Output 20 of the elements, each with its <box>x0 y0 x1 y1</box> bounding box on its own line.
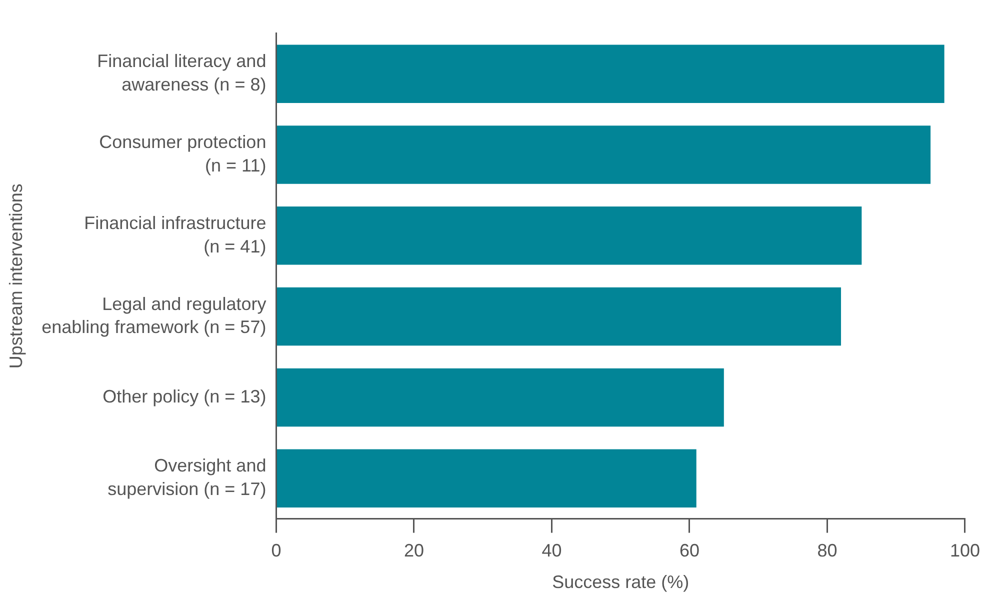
x-tick-label: 80 <box>817 540 838 561</box>
x-tick-label: 100 <box>950 540 980 561</box>
y-tick-label: Consumer protection (n = 11) <box>99 132 266 176</box>
y-tick-label: Oversight and supervision (n = 17) <box>108 456 266 500</box>
x-tick-label: 0 <box>271 540 282 561</box>
y-axis-title: Upstream interventions <box>6 184 26 369</box>
x-tick-label: 60 <box>679 540 700 561</box>
bar <box>276 449 696 508</box>
y-tick-label: Other policy (n = 13) <box>102 386 266 406</box>
bar <box>276 206 862 265</box>
bar <box>276 126 931 184</box>
x-tick-label: 40 <box>542 540 562 561</box>
bar <box>276 368 724 427</box>
y-tick-label: Financial infrastructure (n = 41) <box>84 212 266 256</box>
y-tick-label: Financial literacy and awareness (n = 8) <box>97 51 266 95</box>
bar <box>276 44 944 103</box>
bar <box>276 287 842 346</box>
x-tick-label: 20 <box>404 540 424 561</box>
y-tick-label: Legal and regulatory enabling framework (n = 57) <box>42 294 266 338</box>
x-axis-title: Success rate (%) <box>552 572 690 592</box>
